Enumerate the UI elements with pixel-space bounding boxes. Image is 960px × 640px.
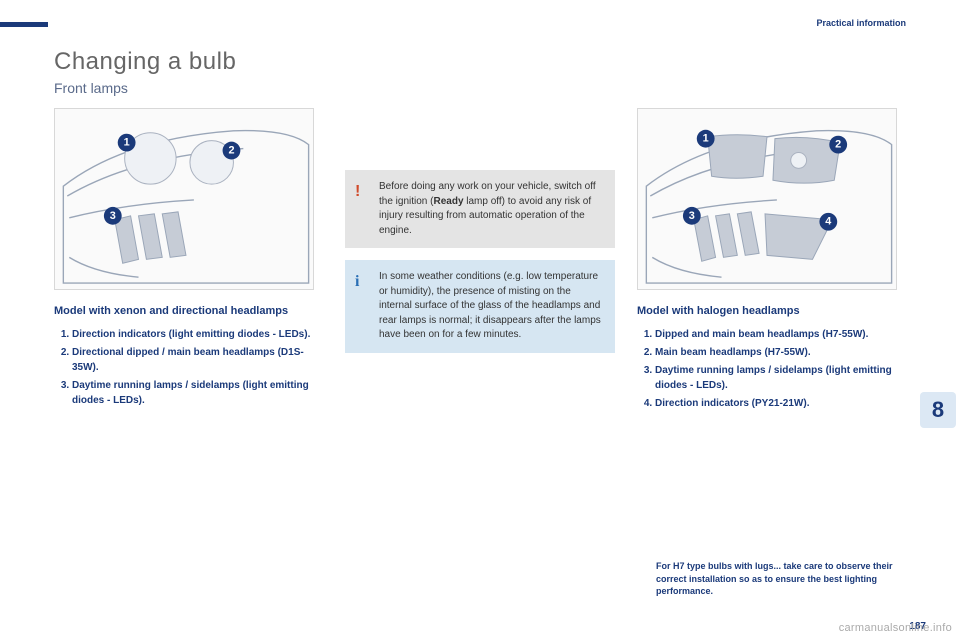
accent-bar [0,22,48,27]
warning-text: Before doing any work on your vehicle, s… [379,181,596,236]
warning-icon: ! [355,180,360,203]
svg-text:4: 4 [825,216,831,228]
running-header: Practical information [816,18,906,28]
footnote: For H7 type bulbs with lugs... take care… [656,560,906,598]
figure-xenon-headlamp: 1 2 3 [54,108,314,290]
left-item-list: Direction indicators (light emitting dio… [72,327,323,408]
page-title: Changing a bulb [54,48,906,76]
info-icon: i [355,270,359,293]
page: Practical information Changing a bulb Fr… [0,0,960,640]
watermark: carmanualsonline.info [839,622,952,634]
svg-text:2: 2 [835,139,841,151]
figure-halogen-headlamp: 1 2 3 4 [637,108,897,290]
list-item: Daytime running lamps / sidelamps (light… [655,363,906,393]
list-item: Daytime running lamps / sidelamps (light… [72,378,323,408]
col-left: 1 2 3 Model with xenon and directional h… [54,108,323,414]
info-text: In some weather conditions (e.g. low tem… [379,271,601,340]
right-subhead: Model with halogen headlamps [637,304,906,319]
list-item: Direction indicators (PY21-21W). [655,396,906,411]
list-item: Main beam headlamps (H7-55W). [655,345,906,360]
svg-text:1: 1 [703,133,709,145]
svg-text:3: 3 [689,210,695,222]
list-item: Directional dipped / main beam headlamps… [72,345,323,375]
warning-text-bold: Ready [433,196,463,207]
svg-text:1: 1 [124,137,130,149]
col-right: 1 2 3 4 Model with halogen headlamps Dip… [637,108,906,414]
warning-callout: ! Before doing any work on your vehicle,… [345,170,615,248]
list-item: Direction indicators (light emitting dio… [72,327,323,342]
left-subhead: Model with xenon and directional headlam… [54,304,323,319]
list-item: Dipped and main beam headlamps (H7-55W). [655,327,906,342]
right-item-list: Dipped and main beam headlamps (H7-55W).… [655,327,906,411]
content-columns: 1 2 3 Model with xenon and directional h… [54,108,906,414]
col-middle: ! Before doing any work on your vehicle,… [345,108,615,414]
info-callout: i In some weather conditions (e.g. low t… [345,260,615,353]
svg-text:3: 3 [110,210,116,222]
chapter-tab: 8 [920,392,956,428]
svg-text:2: 2 [228,145,234,157]
page-subtitle: Front lamps [54,80,906,96]
